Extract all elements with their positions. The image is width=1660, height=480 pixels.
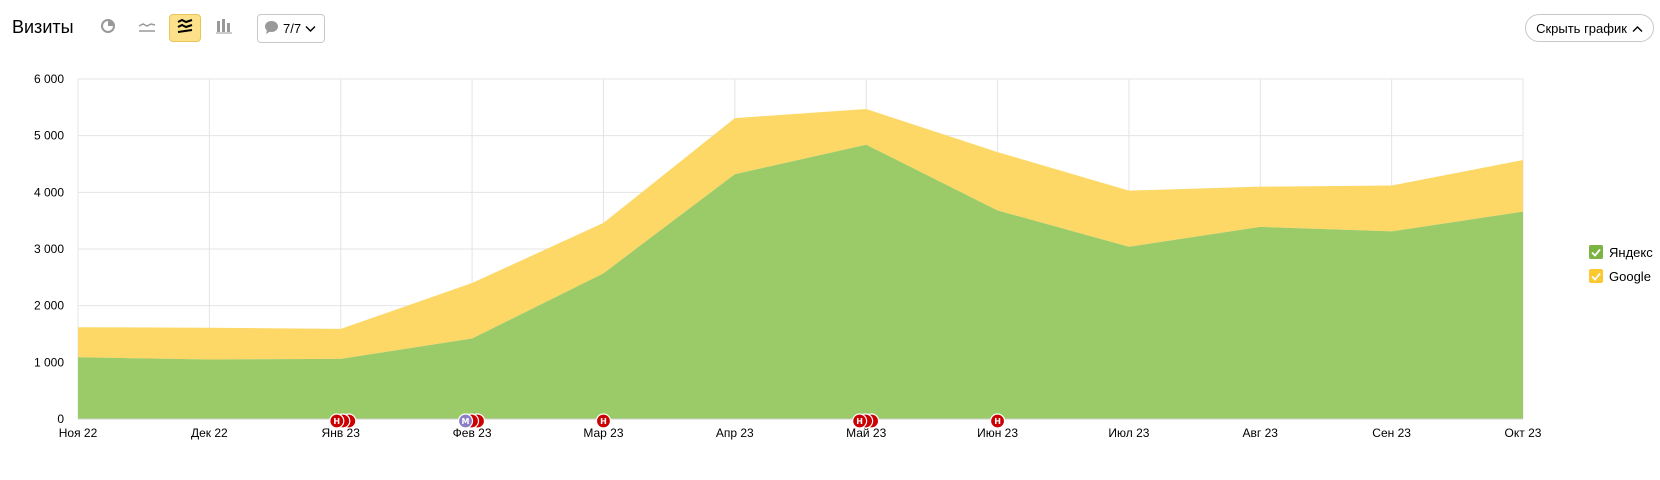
area-series-google xyxy=(78,109,1523,360)
x-tick-label: Фев 23 xyxy=(453,426,492,440)
line-chart-button[interactable] xyxy=(131,14,163,42)
pie-chart-icon xyxy=(100,18,116,39)
legend-label-google: Google xyxy=(1609,268,1651,284)
x-tick-label: Дек 22 xyxy=(191,426,228,440)
chart-title: Визиты xyxy=(12,17,74,37)
x-tick-label: Мар 23 xyxy=(583,426,623,440)
checkbox-checked-icon[interactable] xyxy=(1589,269,1603,283)
x-tick-label: Май 23 xyxy=(846,426,887,440)
area-series-yandex xyxy=(78,144,1523,419)
chevron-down-icon xyxy=(305,21,316,36)
area-chart: 0 1 000 2 000 3 000 4 000 5 000 6 000 Ноя 22 Дек… xyxy=(34,72,1542,440)
line-chart-icon xyxy=(138,19,156,38)
y-tick-label: 3 000 xyxy=(34,242,64,256)
hide-chart-label: Скрыть график xyxy=(1536,20,1627,36)
note-marker xyxy=(457,413,474,429)
note-marker-label: Н xyxy=(856,417,863,426)
legend-label-yandex: Яндекс xyxy=(1609,244,1653,260)
note-marker xyxy=(852,413,868,429)
note-marker-label: Н xyxy=(333,417,340,426)
x-tick-label: Июн 23 xyxy=(977,426,1018,440)
speech-bubble-icon xyxy=(264,20,279,38)
note-marker-label: М xyxy=(462,417,470,426)
note-marker-label: Н xyxy=(994,417,1001,426)
y-tick-label: 2 000 xyxy=(34,299,64,313)
hide-chart-button[interactable]: Скрыть график xyxy=(1525,14,1654,42)
legend-item-google[interactable]: Google xyxy=(1589,264,1653,288)
x-tick-label: Сен 23 xyxy=(1372,426,1411,440)
notes-count: 7/7 xyxy=(283,21,302,36)
note-marker-label: Н xyxy=(600,417,607,426)
stacked-area-icon xyxy=(176,18,194,39)
legend-item-yandex[interactable]: Яндекс xyxy=(1589,240,1653,264)
chevron-up-icon xyxy=(1632,21,1643,36)
x-tick-label: Апр 23 xyxy=(716,426,754,440)
stacked-area-chart-button[interactable] xyxy=(169,14,201,42)
x-tick-label: Июл 23 xyxy=(1108,426,1149,440)
chart-legend: Яндекс Google xyxy=(1589,240,1653,288)
y-tick-label: 4 000 xyxy=(34,185,64,199)
checkbox-checked-icon[interactable] xyxy=(1589,245,1603,259)
note-marker xyxy=(329,413,345,429)
notes-button[interactable]: 7/7 xyxy=(257,14,325,43)
y-tick-label: 1 000 xyxy=(34,355,64,369)
x-tick-label: Авг 23 xyxy=(1243,426,1279,440)
y-tick-label: 0 xyxy=(57,412,64,426)
note-marker xyxy=(989,413,1006,429)
pie-chart-button[interactable] xyxy=(92,14,124,42)
note-marker xyxy=(595,413,612,429)
chart-toolbar: Визиты 7/7 Скрыть график xyxy=(0,0,1660,58)
x-tick-label: Ноя 22 xyxy=(59,426,98,440)
y-tick-label: 6 000 xyxy=(34,72,64,86)
x-tick-label: Окт 23 xyxy=(1505,426,1542,440)
bar-chart-icon xyxy=(216,18,232,39)
y-tick-label: 5 000 xyxy=(34,129,64,143)
x-tick-label: Янв 23 xyxy=(322,426,361,440)
bar-chart-button[interactable] xyxy=(208,14,240,42)
